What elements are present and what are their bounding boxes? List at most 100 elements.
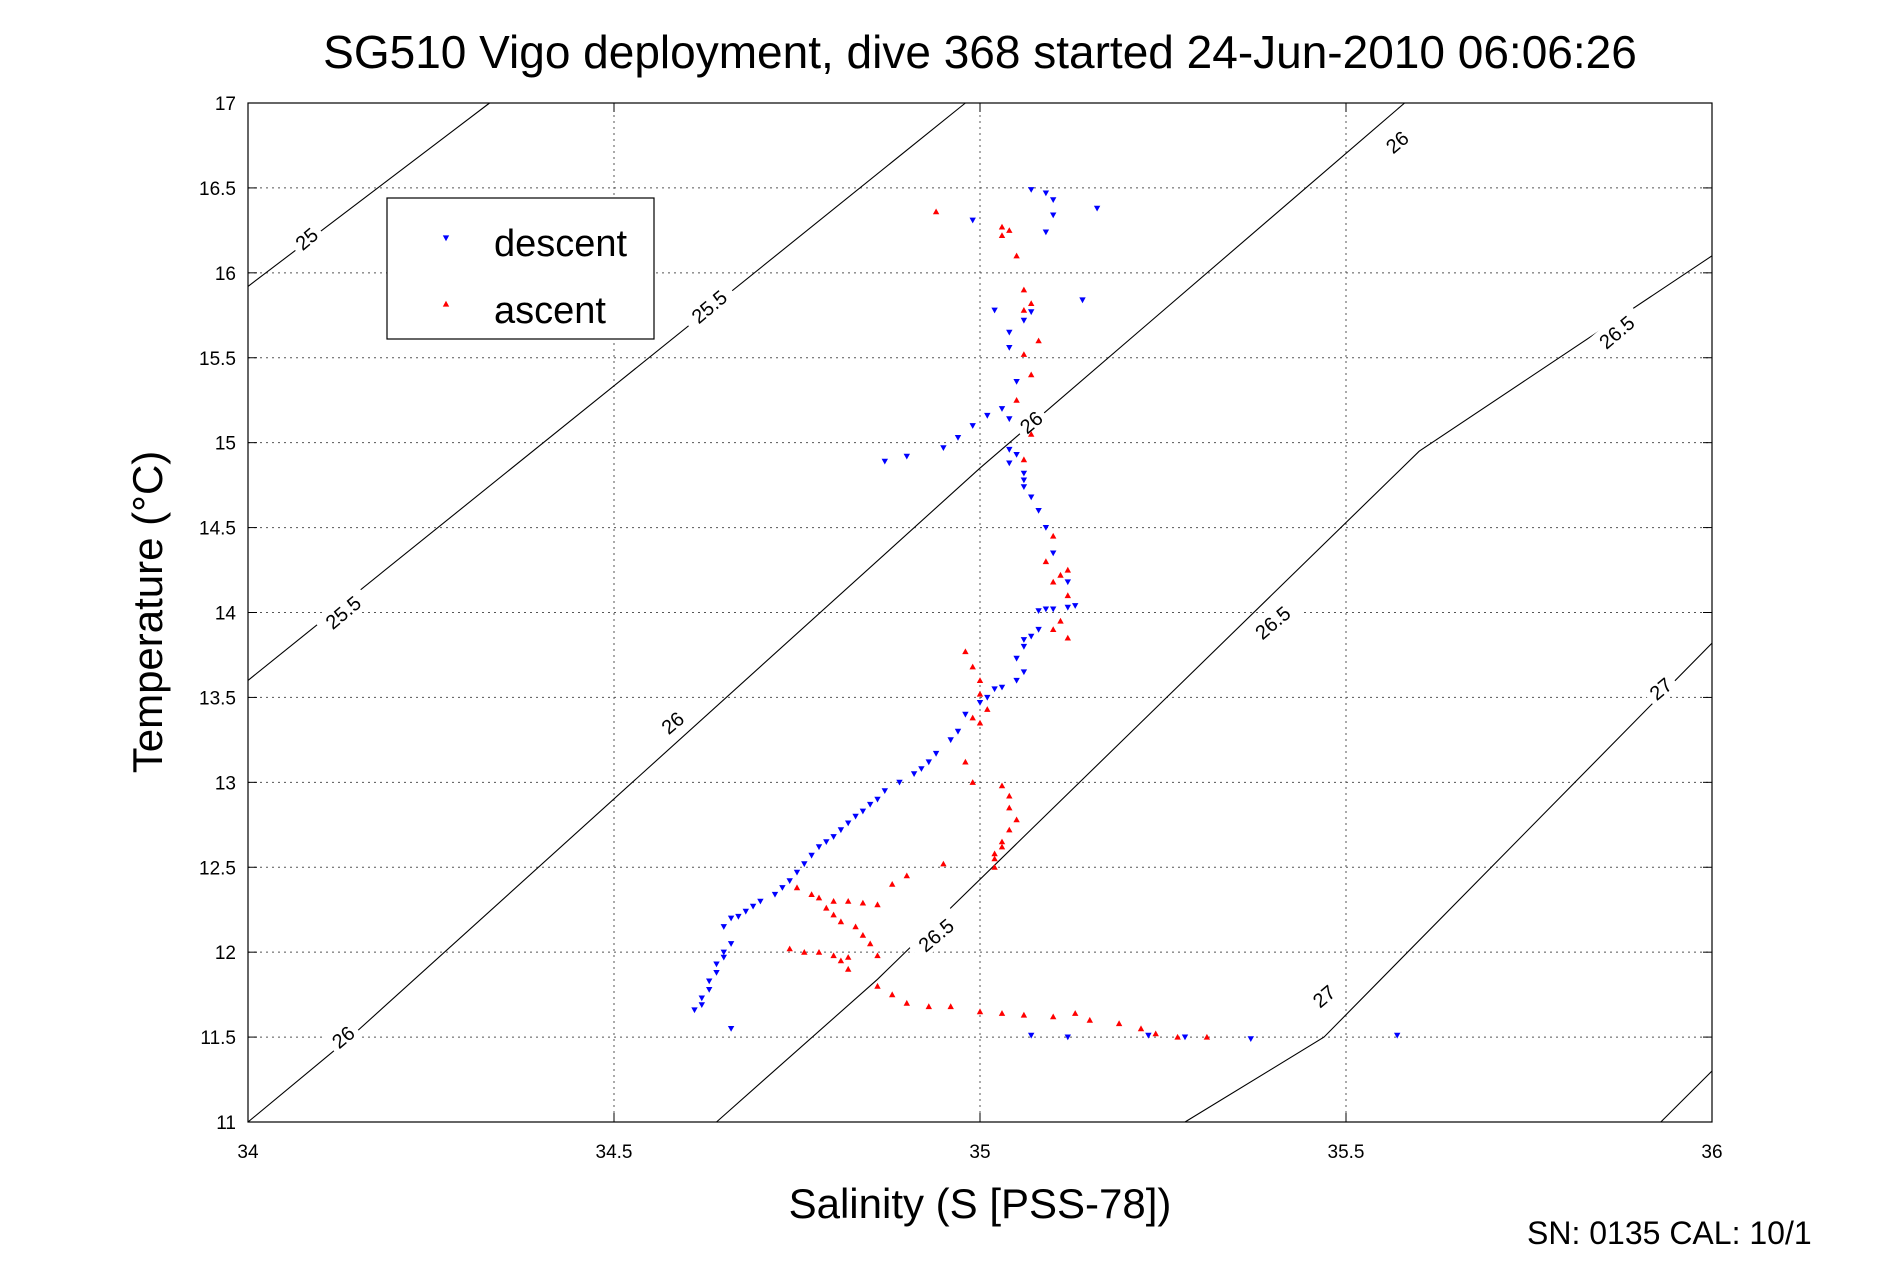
descent-point xyxy=(852,813,859,820)
descent-series xyxy=(691,187,1401,1042)
descent-point xyxy=(706,978,713,985)
ascent-point xyxy=(815,949,823,955)
descent-point xyxy=(1006,460,1013,467)
descent-point xyxy=(720,954,727,961)
descent-point xyxy=(801,861,808,868)
descent-point xyxy=(713,961,720,968)
descent-point xyxy=(815,844,823,851)
descent-point xyxy=(910,771,918,777)
descent-point xyxy=(1020,477,1028,484)
y-tick-label: 13.5 xyxy=(199,688,236,709)
descent-point xyxy=(1006,446,1013,453)
descent-point xyxy=(845,820,852,827)
x-tick-label: 35.5 xyxy=(1328,1142,1365,1163)
descent-point xyxy=(984,412,991,419)
contour-label-bg xyxy=(1640,668,1681,708)
descent-point xyxy=(918,766,925,772)
legend-descent-marker xyxy=(442,235,450,242)
descent-point xyxy=(998,684,1006,691)
contour-line-sigma-26 xyxy=(247,102,1405,1123)
descent-point xyxy=(1028,494,1035,501)
ascent-point xyxy=(889,991,896,998)
y-tick-label: 16.5 xyxy=(199,179,236,200)
descent-point xyxy=(823,839,830,845)
legend-marker-descent xyxy=(442,235,450,242)
contour-label-bg xyxy=(285,218,326,258)
ascent-point xyxy=(976,719,984,726)
contour-line-sigma-25-5 xyxy=(247,102,966,681)
y-tick-label: 12 xyxy=(215,943,236,964)
descent-point xyxy=(1013,655,1020,662)
descent-point xyxy=(1013,677,1020,684)
ascent-point xyxy=(1203,1033,1211,1040)
ascent-point xyxy=(925,1003,932,1010)
descent-point xyxy=(1006,345,1013,351)
descent-point xyxy=(1013,379,1020,385)
ascent-point xyxy=(1006,227,1013,233)
legend-box xyxy=(386,197,655,340)
descent-point xyxy=(1035,608,1042,614)
ascent-point xyxy=(830,952,837,959)
contour-label-bg xyxy=(1010,402,1051,442)
ascent-point xyxy=(1020,1011,1028,1018)
ascent-point xyxy=(947,1003,954,1010)
descent-point xyxy=(1072,603,1079,609)
ascent-point xyxy=(1006,792,1013,799)
descent-point xyxy=(1035,626,1042,633)
ascent-point xyxy=(1042,558,1050,565)
ascent-point xyxy=(1064,634,1071,641)
descent-point xyxy=(881,458,888,465)
ascent-point xyxy=(1020,307,1028,313)
descent-point xyxy=(1247,1036,1254,1042)
descent-point xyxy=(779,885,786,891)
legend-label-descent: descent xyxy=(494,223,628,265)
descent-point xyxy=(1006,329,1013,336)
ascent-point xyxy=(1013,252,1020,259)
descent-point xyxy=(881,788,888,794)
ascent-point xyxy=(1174,1033,1181,1040)
serial-calibration-note: SN: 0135 CAL: 10/1 xyxy=(1527,1215,1812,1251)
descent-point xyxy=(1042,229,1050,236)
ascent-point xyxy=(1057,571,1064,578)
contour-label-bg xyxy=(313,584,372,639)
ascent-point xyxy=(998,782,1006,789)
ascent-point xyxy=(815,894,823,901)
descent-point xyxy=(1028,187,1035,193)
descent-point xyxy=(691,1007,698,1014)
ascent-point xyxy=(991,864,998,870)
descent-point xyxy=(969,217,976,224)
ascent-point xyxy=(991,850,998,857)
contour-line-sigma-27-5 xyxy=(1660,1070,1713,1123)
descent-point xyxy=(1050,606,1057,613)
ascent-point xyxy=(903,872,910,879)
descent-point xyxy=(837,827,845,834)
ascent-series xyxy=(786,208,1211,1040)
ascent-point xyxy=(1137,1025,1145,1032)
ascent-point xyxy=(867,940,874,947)
descent-point xyxy=(1042,606,1050,613)
descent-point xyxy=(1064,1034,1071,1041)
ascent-point xyxy=(998,1010,1006,1016)
descent-point xyxy=(727,915,735,922)
ascent-point xyxy=(1115,1020,1123,1027)
y-tick-label: 17 xyxy=(215,94,236,115)
contour-label-bg xyxy=(1242,594,1302,650)
contour-label-bg xyxy=(1376,121,1417,161)
ascent-point xyxy=(837,957,845,964)
ascent-point xyxy=(1050,578,1057,585)
descent-point xyxy=(735,913,742,920)
ascent-point xyxy=(1064,592,1071,599)
ascent-point xyxy=(1028,431,1035,437)
descent-point xyxy=(742,908,749,915)
ascent-point xyxy=(859,932,867,938)
ascent-point xyxy=(1064,566,1071,573)
x-axis-label: Salinity (S [PSS-78]) xyxy=(789,1180,1172,1227)
ascent-point xyxy=(1057,617,1064,624)
descent-point xyxy=(1028,309,1035,316)
descent-point xyxy=(1394,1032,1401,1039)
descent-point xyxy=(808,852,815,859)
ascent-point xyxy=(932,208,940,215)
y-tick-label: 13 xyxy=(215,773,236,794)
descent-point xyxy=(998,406,1006,412)
